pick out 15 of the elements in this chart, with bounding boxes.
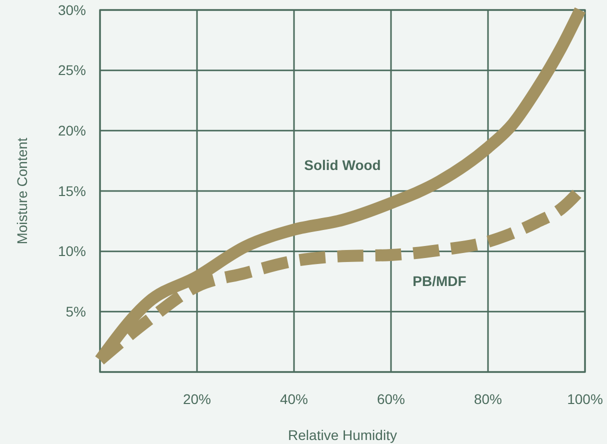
x-tick-label: 60%: [376, 391, 406, 407]
y-tick-label: 20%: [58, 122, 86, 139]
y-tick-label: 5%: [66, 304, 86, 320]
y-tick-label: 15%: [58, 182, 86, 199]
y-tick-label: 10%: [58, 243, 86, 260]
x-tick-label: 80%: [474, 391, 502, 407]
y-tick-label: 25%: [58, 62, 86, 78]
text: Solid Wood: [304, 156, 381, 173]
x-tick-label: 40%: [280, 391, 308, 407]
x-tick-label: 100%: [567, 391, 603, 407]
y-axis-title: Moisture Content: [14, 138, 30, 244]
y-tick-label: 30%: [58, 2, 86, 18]
x-axis-title: Relative Humidity: [288, 427, 397, 443]
series-label: PB/MDF: [412, 273, 467, 290]
x-tick-label: 20%: [182, 391, 212, 407]
